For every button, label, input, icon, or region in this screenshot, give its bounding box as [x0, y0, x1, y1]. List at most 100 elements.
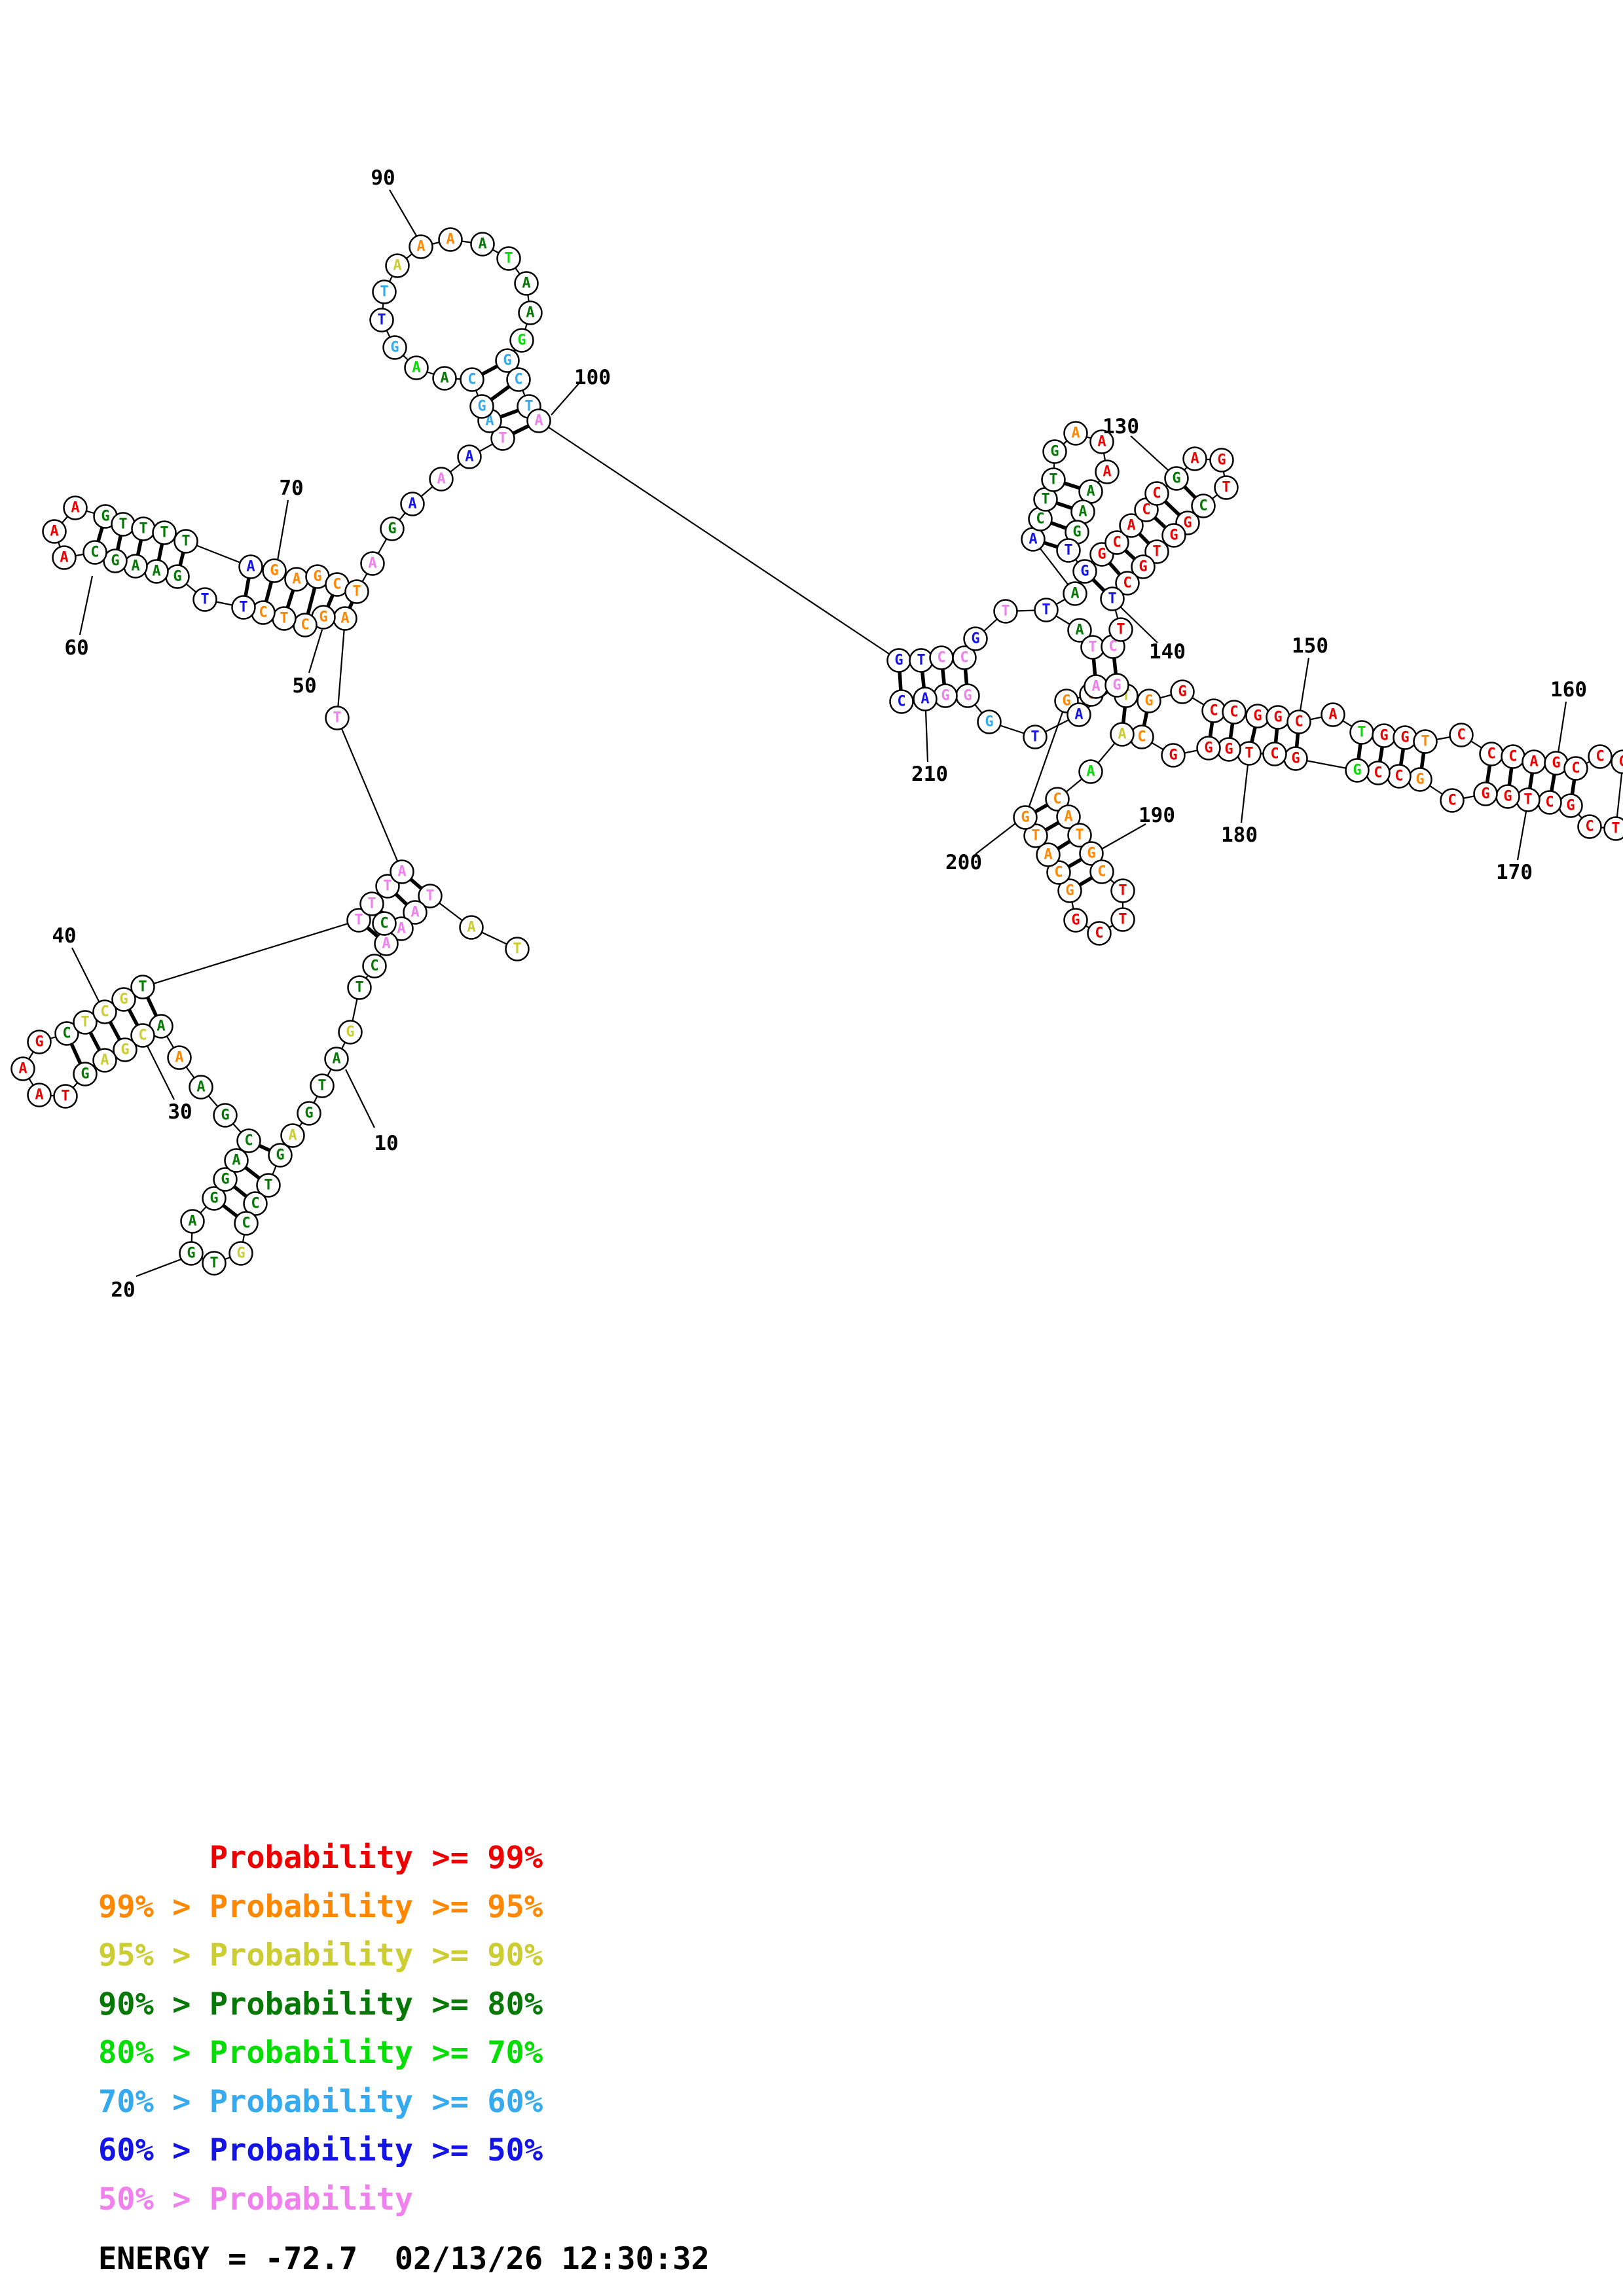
nucleotide-letter: A: [292, 571, 301, 588]
nucleotide-circle: [189, 1075, 213, 1100]
nucleotide-letter: T: [1245, 745, 1253, 762]
nucleotide-letter: T: [513, 941, 521, 958]
label-leader-line: [345, 1069, 375, 1128]
legend-row-7: 50% > Probability: [98, 2181, 414, 2217]
nucleotide-letter: A: [526, 305, 534, 321]
nucleotide-letter: T: [504, 251, 513, 267]
nucleotide-letter: G: [963, 688, 972, 704]
nucleotide-letter: T: [380, 284, 388, 300]
nucleotide-letter: A: [1064, 809, 1072, 825]
nucleotide-letter: T: [1001, 603, 1010, 620]
nucleotide-letter: C: [960, 650, 968, 666]
nucleotide-letter: A: [196, 1079, 205, 1096]
nucleotide-circle: [409, 234, 433, 259]
position-label-190: 190: [1139, 804, 1175, 827]
nucleotide-letter: G: [81, 1066, 89, 1083]
nucleotide-letter: G: [221, 1107, 229, 1124]
nucleotide-letter: C: [1508, 749, 1517, 765]
nucleotide-circle: [325, 706, 350, 730]
nucleotide-circle: [1110, 722, 1135, 747]
nucleotide-letter: C: [1112, 535, 1121, 551]
nucleotide-circle: [889, 689, 914, 714]
nucleotide-circle: [1286, 709, 1311, 734]
nucleotide-circle: [1042, 439, 1067, 464]
legend-row-0: Probability >= 99%: [98, 1840, 543, 1876]
position-label-60: 60: [64, 636, 88, 660]
nucleotide-letter: T: [200, 592, 209, 608]
nucleotide-letter: G: [35, 1034, 43, 1050]
nucleotide-circle: [1191, 493, 1216, 518]
nucleotide-letter: A: [397, 864, 406, 880]
nucleotide-circle: [1603, 816, 1623, 841]
nucleotide-circle: [167, 1045, 192, 1070]
nucleotide-letter: G: [1097, 547, 1106, 563]
nucleotide-circle: [438, 227, 463, 252]
nucleotide-circle: [1089, 859, 1114, 884]
nucleotide-circle: [1321, 702, 1345, 727]
nucleotide-circle: [27, 1083, 52, 1107]
nucleotide-circle: [1067, 702, 1091, 727]
nucleotide-letter: A: [340, 611, 349, 627]
nucleotide-letter: G: [388, 521, 396, 537]
nucleotide-circle: [1045, 787, 1070, 812]
nucleotide-letter: T: [498, 431, 507, 447]
nucleotide-letter: T: [1030, 729, 1039, 745]
nucleotide-letter: G: [1172, 471, 1180, 487]
nucleotide-letter: A: [100, 1052, 109, 1069]
nucleotide-circle: [73, 1062, 98, 1086]
legend-row-6: 60% > Probability >= 50%: [98, 2132, 543, 2168]
nucleotide-letter: C: [301, 617, 309, 634]
nucleotide-letter: G: [346, 1024, 354, 1041]
nucleotide-circle: [202, 1251, 227, 1276]
nucleotide-letter: T: [1357, 725, 1366, 741]
nucleotide-letter: A: [1086, 484, 1095, 500]
nucleotide-circle: [963, 626, 988, 651]
nucleotide-letter: C: [1137, 729, 1146, 745]
nucleotide-circle: [54, 1021, 79, 1046]
nucleotide-letter: G: [1552, 755, 1560, 772]
nucleotide-circle: [1067, 618, 1092, 643]
nucleotide-letter: A: [1075, 622, 1084, 639]
nucleotide-circle: [359, 891, 384, 916]
nucleotide-letter: G: [1400, 730, 1409, 746]
nucleotide-circle: [1067, 823, 1092, 848]
nucleotide-letter: C: [1108, 639, 1117, 655]
position-label-210: 210: [911, 762, 948, 786]
nucleotide-letter: T: [119, 516, 127, 533]
nucleotide-circle: [1057, 878, 1082, 903]
nucleotide-letter: G: [1566, 798, 1575, 814]
label-leader-line: [1130, 435, 1170, 472]
nucleotide-circle: [1222, 700, 1247, 725]
nucleotide-letter: C: [244, 1133, 253, 1149]
nucleotide-letter: A: [440, 370, 448, 387]
nucleotide-letter: A: [1118, 726, 1126, 743]
nucleotide-circle: [53, 1084, 78, 1109]
nucleotide-circle: [372, 279, 397, 304]
nucleotide-circle: [514, 271, 539, 296]
nucleotide-circle: [518, 300, 543, 325]
position-label-20: 20: [111, 1278, 135, 1302]
nucleotide-letter: A: [71, 500, 79, 516]
nucleotide-letter: A: [412, 360, 420, 376]
nucleotide-circle: [1473, 781, 1498, 806]
nucleotide-circle: [1041, 467, 1066, 492]
label-leader-line: [276, 499, 289, 561]
nucleotide-circle: [400, 492, 425, 516]
nucleotide-letter: C: [1152, 486, 1161, 502]
nucleotide-circle: [262, 558, 287, 583]
nucleotide-letter: C: [242, 1215, 250, 1232]
legend-row-5: 70% > Probability >= 60%: [98, 2083, 543, 2120]
nucleotide-circle: [1170, 679, 1195, 704]
nucleotide-letter: G: [304, 1105, 313, 1122]
nucleotide-circle: [1023, 823, 1048, 848]
nucleotide-letter: G: [1112, 677, 1121, 694]
nucleotide-circle: [1063, 581, 1087, 606]
nucleotide-letter: G: [894, 653, 903, 669]
nucleotide-circle: [231, 595, 256, 620]
label-leader-line: [1240, 764, 1249, 823]
nucleotide-circle: [469, 394, 494, 419]
nucleotide-letter: A: [246, 559, 255, 575]
legend-row-1: 99% > Probability >= 95%: [98, 1888, 543, 1925]
nucleotide-letter: A: [1097, 434, 1106, 450]
